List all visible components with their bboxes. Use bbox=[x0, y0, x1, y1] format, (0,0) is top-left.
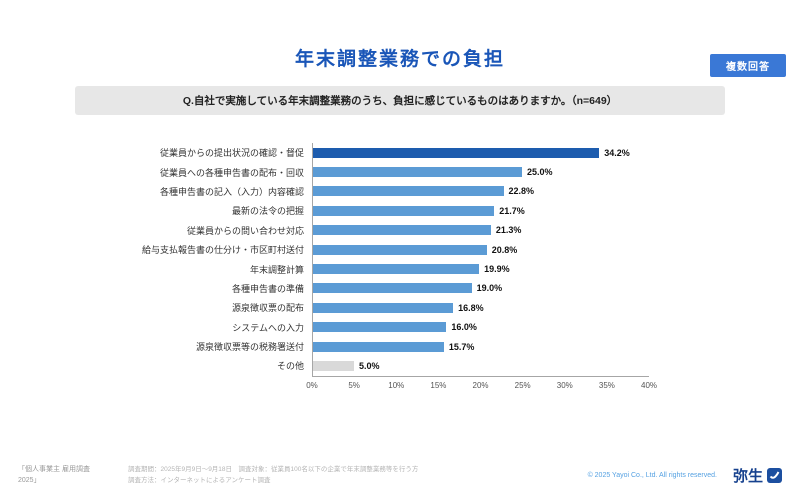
category-label: 給与支払報告書の仕分け・市区町村送付 bbox=[141, 245, 304, 256]
value-label: 20.8% bbox=[491, 244, 518, 255]
value-label: 16.8% bbox=[458, 302, 484, 313]
chart-row: 給与支払報告書の仕分け・市区町村送付 20.8% bbox=[76, 240, 724, 259]
chart-row: 年末調整計算 19.9% bbox=[76, 259, 724, 278]
survey-note-line2: 調査方法：インターネットによるアンケート調査 bbox=[128, 476, 271, 484]
x-tick-label: 30% bbox=[556, 380, 573, 390]
x-tick-label: 5% bbox=[348, 380, 360, 390]
chart-row: 各種申告書の記入（入力）内容確認 22.8% bbox=[76, 182, 724, 201]
x-axis: 0% 5% 10% 15% 20% 25% 30% 35% 40% bbox=[306, 375, 657, 393]
bar-track: 16.8% bbox=[312, 302, 648, 313]
bar-track: 21.3% bbox=[312, 225, 648, 236]
bar-track: 19.9% bbox=[312, 264, 648, 275]
category-label: その他 bbox=[276, 361, 304, 372]
bar-track: 34.2% bbox=[312, 147, 648, 158]
bar-track: 5.0% bbox=[312, 360, 648, 371]
yayoi-logo: 弥生 bbox=[733, 465, 782, 486]
value-label: 16.0% bbox=[451, 322, 477, 333]
bar bbox=[312, 225, 491, 236]
chart-row: 従業員からの提出状況の確認・督促 34.2% bbox=[76, 143, 724, 162]
category-label: 従業員からの提出状況の確認・督促 bbox=[159, 148, 304, 159]
y-axis-line bbox=[312, 143, 313, 376]
bar-track: 15.7% bbox=[312, 341, 648, 352]
bar bbox=[312, 167, 522, 178]
x-tick-label: 15% bbox=[430, 380, 447, 390]
x-tick-label: 35% bbox=[598, 380, 615, 390]
chart-row: 源泉徴収票の配布 16.8% bbox=[76, 298, 724, 317]
bar-chart: 従業員からの提出状況の確認・督促 34.2% 従業員への各種申告書の配布・回収 25.… bbox=[76, 143, 724, 393]
bar bbox=[312, 147, 600, 158]
bar-track: 16.0% bbox=[312, 322, 648, 333]
chart-row: システムへの入力 16.0% bbox=[76, 318, 724, 337]
category-label: 源泉徴収票等の税務署送付 bbox=[195, 342, 304, 353]
slide: { "badge": "複数回答", "title": "年末調整業務での負担"… bbox=[0, 44, 800, 494]
bar-track: 22.8% bbox=[312, 186, 648, 197]
survey-note-line1: 調査期間：2025年9月9日～9月18日 調査対象：従業員100名以下の企業で年… bbox=[128, 465, 419, 473]
category-label: 従業員への各種申告書の配布・回収 bbox=[159, 167, 304, 178]
category-label: 従業員からの問い合わせ対応 bbox=[186, 225, 304, 236]
bar bbox=[312, 322, 447, 333]
bar-track: 21.7% bbox=[312, 205, 648, 216]
category-label: 各種申告書の記入（入力）内容確認 bbox=[159, 186, 304, 197]
bar bbox=[312, 205, 495, 216]
yayoi-logo-icon bbox=[767, 468, 782, 483]
chart-row: 従業員への各種申告書の配布・回収 25.0% bbox=[76, 162, 724, 181]
question-banner: Q.自社で実施している年末調整業務のうち、負担に感じているものはありますか。（n… bbox=[75, 86, 725, 115]
bar bbox=[312, 302, 454, 313]
multiple-answer-badge: 複数回答 bbox=[710, 54, 786, 77]
chart-rows: 従業員からの提出状況の確認・督促 34.2% 従業員への各種申告書の配布・回収 25.… bbox=[76, 143, 724, 376]
chart-row: その他 5.0% bbox=[76, 356, 724, 375]
bar-track: 19.0% bbox=[312, 283, 648, 294]
yayoi-logo-text: 弥生 bbox=[732, 468, 763, 485]
value-label: 19.0% bbox=[476, 283, 503, 294]
survey-notes: 調査期間：2025年9月9日～9月18日 調査対象：従業員100名以下の企業で年… bbox=[128, 464, 566, 486]
value-label: 21.3% bbox=[495, 225, 522, 236]
footer: 「個人事業主 雇用調査 2025」 調査期間：2025年9月9日～9月18日 調… bbox=[0, 464, 800, 486]
bar bbox=[312, 360, 354, 371]
source-label: 「個人事業主 雇用調査 2025」 bbox=[18, 466, 90, 484]
chart-row: 各種申告書の準備 19.0% bbox=[76, 279, 724, 298]
chart-row: 最新の法令の把握 21.7% bbox=[76, 201, 724, 220]
bar bbox=[312, 283, 472, 294]
value-label: 19.9% bbox=[484, 264, 510, 275]
bar bbox=[312, 264, 480, 275]
value-label: 5.0% bbox=[359, 360, 380, 371]
category-label: 最新の法令の把握 bbox=[231, 206, 304, 217]
value-label: 34.2% bbox=[604, 147, 630, 158]
bar bbox=[312, 341, 444, 352]
x-tick-label: 20% bbox=[472, 380, 489, 390]
value-label: 22.8% bbox=[508, 186, 535, 197]
value-label: 25.0% bbox=[527, 167, 553, 178]
value-label: 21.7% bbox=[499, 205, 525, 216]
category-label: 源泉徴収票の配布 bbox=[231, 303, 304, 314]
bar-track: 20.8% bbox=[312, 244, 648, 255]
x-tick-label: 0% bbox=[306, 380, 318, 390]
copyright: © 2025 Yayoi Co., Ltd. All rights reserv… bbox=[587, 472, 717, 479]
chart-row: 従業員からの問い合わせ対応 21.3% bbox=[76, 221, 724, 240]
x-tick-label: 25% bbox=[514, 380, 531, 390]
value-label: 15.7% bbox=[448, 341, 475, 352]
bar-track: 25.0% bbox=[312, 167, 648, 178]
bar bbox=[312, 186, 504, 197]
category-label: システムへの入力 bbox=[232, 322, 304, 333]
category-label: 年末調整計算 bbox=[249, 264, 304, 275]
x-tick-label: 10% bbox=[388, 380, 405, 390]
bar bbox=[312, 244, 487, 255]
chart-row: 源泉徴収票等の税務署送付 15.7% bbox=[76, 337, 724, 356]
footer-right: © 2025 Yayoi Co., Ltd. All rights reserv… bbox=[588, 465, 782, 486]
category-label: 各種申告書の準備 bbox=[231, 283, 304, 294]
page-title: 年末調整業務での負担 bbox=[294, 49, 505, 70]
x-tick-label: 40% bbox=[640, 380, 658, 390]
